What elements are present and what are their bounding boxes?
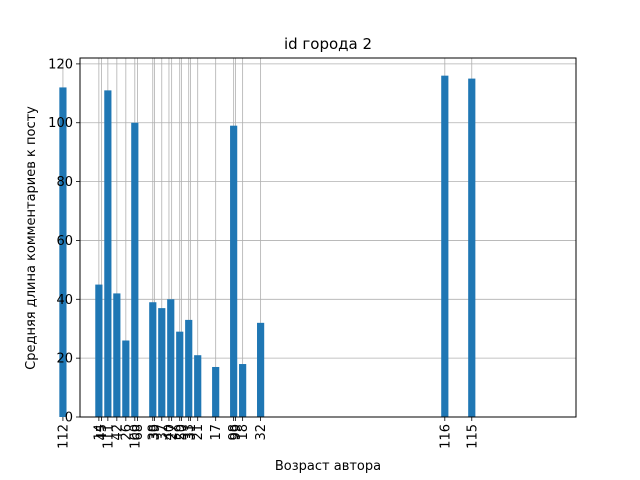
y-tick-label: 20 bbox=[56, 352, 73, 367]
y-tick-label: 120 bbox=[48, 57, 73, 72]
y-axis-ticks: 0 20 40 60 80 100 120 bbox=[48, 57, 80, 426]
y-tick-label: 0 bbox=[65, 411, 73, 426]
x-tick-label: 45 bbox=[95, 424, 110, 441]
x-tick-label: 38 bbox=[146, 424, 161, 441]
x-tick-label: 100 bbox=[128, 424, 143, 449]
x-tick-label: 98 bbox=[227, 424, 242, 441]
bar bbox=[194, 355, 202, 417]
chart-title: id города 2 bbox=[284, 35, 372, 53]
bar bbox=[149, 302, 157, 417]
y-axis-title: Средняя длина комментариев к посту bbox=[24, 106, 39, 370]
bar bbox=[131, 122, 139, 417]
bar bbox=[167, 299, 175, 417]
x-tick-label: 111 bbox=[101, 424, 116, 449]
bar bbox=[468, 78, 476, 417]
x-tick-label: 32 bbox=[254, 424, 269, 441]
bar bbox=[441, 75, 449, 418]
x-tick-label: 40 bbox=[162, 424, 177, 441]
bar bbox=[176, 331, 184, 417]
x-tick-label: 29 bbox=[173, 424, 188, 441]
x-tick-label: 26 bbox=[119, 424, 134, 441]
bar bbox=[239, 364, 247, 417]
x-tick-label: 14 bbox=[92, 424, 107, 441]
x-tick-label: 18 bbox=[236, 424, 251, 441]
x-tick-label: 33 bbox=[182, 424, 197, 441]
x-tick-label: 17 bbox=[209, 424, 224, 441]
y-tick-label: 80 bbox=[56, 175, 73, 190]
x-axis-title: Возраст автора bbox=[275, 459, 381, 474]
bar bbox=[212, 366, 220, 417]
y-tick-label: 60 bbox=[56, 234, 73, 249]
x-tick-label: 42 bbox=[110, 424, 125, 441]
x-tick-label: 115 bbox=[465, 424, 480, 449]
x-tick-label: 27 bbox=[165, 424, 180, 441]
x-tick-label: 39 bbox=[148, 424, 163, 441]
bar bbox=[104, 90, 112, 418]
x-tick-label: 37 bbox=[155, 424, 170, 441]
bar bbox=[122, 340, 130, 417]
y-tick-label: 40 bbox=[56, 293, 73, 308]
x-tick-label: 99 bbox=[229, 424, 244, 441]
x-tick-label: 68 bbox=[131, 424, 146, 441]
bars bbox=[59, 75, 476, 418]
bar bbox=[185, 319, 193, 417]
y-tick-label: 100 bbox=[48, 116, 73, 131]
bar bbox=[257, 322, 265, 417]
bar bbox=[113, 293, 121, 417]
plot-frame bbox=[79, 57, 577, 418]
bar bbox=[158, 308, 166, 417]
bar bbox=[230, 125, 238, 417]
x-tick-label: 50 bbox=[175, 424, 190, 441]
bar bbox=[95, 284, 103, 417]
bar bbox=[59, 87, 67, 417]
x-tick-label: 112 bbox=[56, 424, 71, 449]
x-tick-label: 116 bbox=[438, 424, 453, 449]
x-tick-label: 31 bbox=[184, 424, 199, 441]
x-tick-label: 21 bbox=[191, 424, 206, 441]
